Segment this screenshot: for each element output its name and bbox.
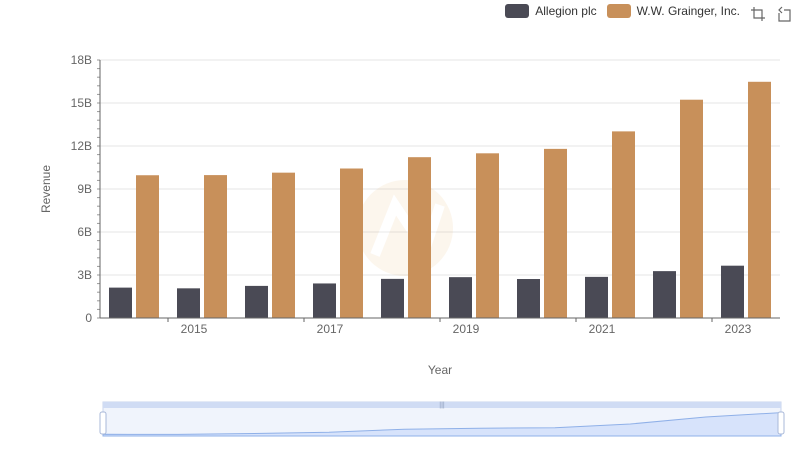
bar-allegion-2019[interactable] [449, 277, 472, 318]
bar-grainger-2018[interactable] [408, 157, 431, 318]
bar-allegion-2022[interactable] [653, 271, 676, 318]
slider-top-bar[interactable] [103, 402, 781, 408]
zoom-select-icon[interactable] [750, 6, 766, 22]
bar-allegion-2014[interactable] [109, 287, 132, 318]
x-tick-label: 2019 [453, 322, 480, 336]
y-tick-label: 18B [71, 53, 92, 67]
bar-grainger-2016[interactable] [272, 172, 295, 318]
y-tick-label: 3B [77, 268, 92, 282]
y-axis-ticks: 0 3B 6B 9B 12B 15B 18B [71, 53, 100, 325]
watermark-logo [357, 180, 453, 276]
bar-grainger-2022[interactable] [680, 99, 703, 318]
toolbox [750, 6, 792, 22]
bar-allegion-2015[interactable] [177, 288, 200, 318]
restore-icon[interactable] [776, 6, 792, 22]
y-tick-label: 15B [71, 96, 92, 110]
x-tick-label: 2023 [725, 322, 752, 336]
legend-label-allegion: Allegion plc [535, 4, 597, 18]
legend-swatch-grainger [606, 4, 631, 18]
bar-grainger-2021[interactable] [612, 131, 635, 318]
slider-handle-left[interactable] [99, 411, 107, 435]
legend-swatch-allegion [505, 4, 530, 18]
bars [109, 81, 771, 318]
bar-allegion-2017[interactable] [313, 283, 336, 318]
bar-grainger-2019[interactable] [476, 153, 499, 318]
data-zoom-slider[interactable]: ||| [99, 401, 785, 437]
y-tick-label: 0 [85, 311, 92, 325]
legend: Allegion plc W.W. Grainger, Inc. [505, 4, 740, 18]
y-tick-label: 9B [77, 182, 92, 196]
bar-grainger-2014[interactable] [136, 175, 159, 318]
bar-grainger-2023[interactable] [748, 81, 771, 318]
y-tick-label: 6B [77, 225, 92, 239]
bar-allegion-2016[interactable] [245, 285, 268, 318]
x-tick-label: 2017 [317, 322, 344, 336]
bar-grainger-2017[interactable] [340, 168, 363, 318]
bar-allegion-2020[interactable] [517, 279, 540, 318]
bar-allegion-2021[interactable] [585, 276, 608, 318]
x-axis-ticks: 2015 2017 2019 2021 2023 [167, 318, 752, 336]
legend-item-grainger[interactable]: W.W. Grainger, Inc. [606, 4, 740, 18]
slider-handle-right[interactable] [777, 411, 785, 435]
slider-grip-icon[interactable]: ||| [439, 402, 445, 409]
legend-item-allegion[interactable]: Allegion plc [505, 4, 597, 18]
legend-label-grainger: W.W. Grainger, Inc. [636, 4, 740, 18]
bar-grainger-2020[interactable] [544, 148, 567, 318]
x-tick-label: 2015 [181, 322, 208, 336]
x-axis-title: Year [428, 363, 452, 377]
y-axis-title: Revenue [39, 165, 53, 213]
x-tick-label: 2021 [589, 322, 616, 336]
bar-allegion-2018[interactable] [381, 278, 404, 318]
y-tick-label: 12B [71, 139, 92, 153]
bar-grainger-2015[interactable] [204, 175, 227, 318]
bar-allegion-2023[interactable] [721, 265, 744, 318]
